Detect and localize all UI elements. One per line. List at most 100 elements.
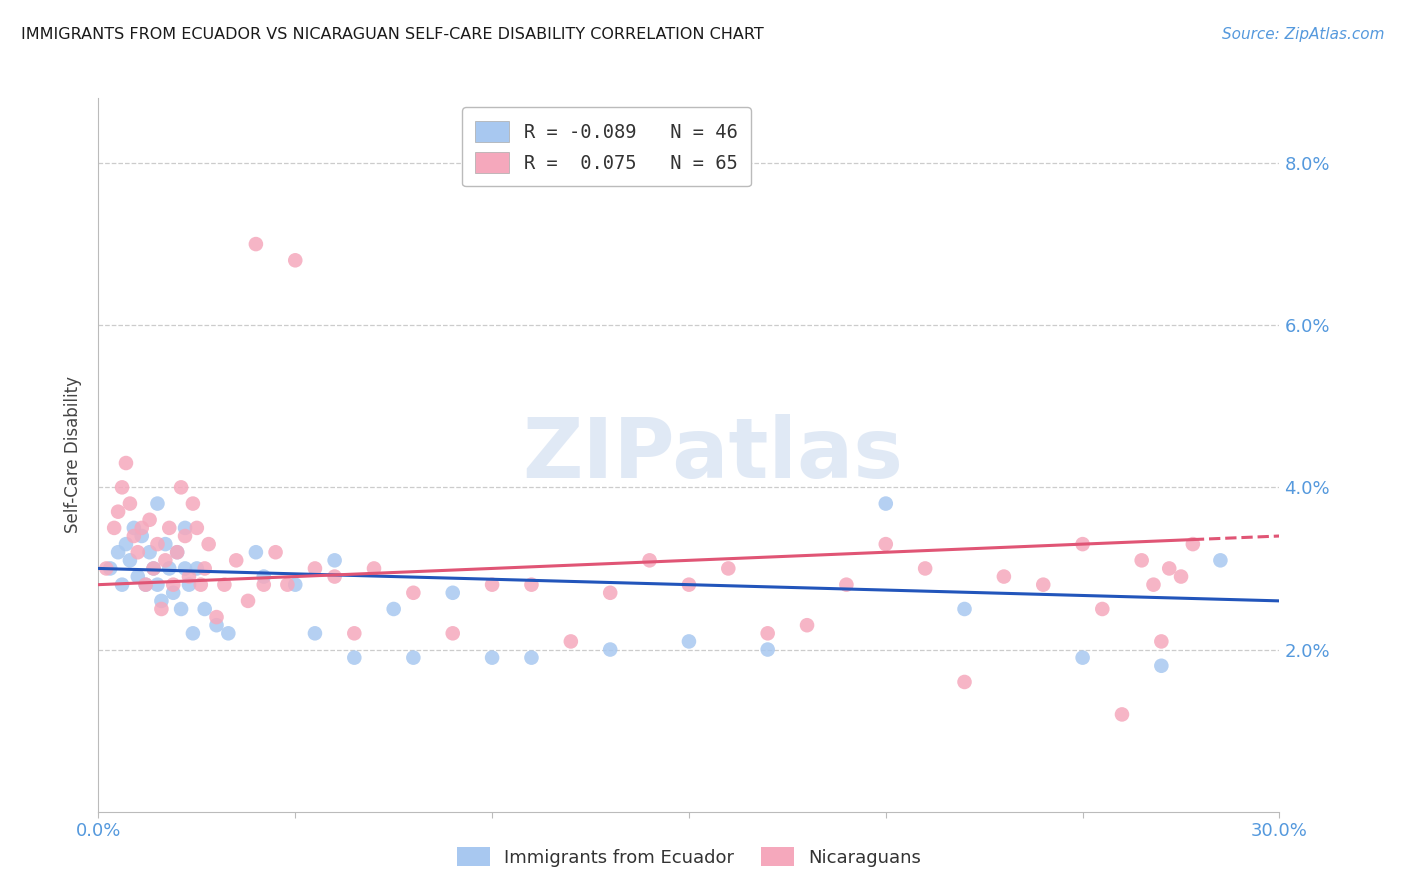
Point: [194, 561, 217, 575]
Point: [181, 626, 204, 640]
Point: [1150, 634, 1173, 648]
Point: [157, 521, 180, 535]
Point: [122, 529, 145, 543]
Point: [264, 545, 287, 559]
Point: [118, 553, 141, 567]
Point: [174, 521, 197, 535]
Point: [150, 594, 173, 608]
Point: [166, 545, 188, 559]
Point: [599, 642, 621, 657]
Point: [1130, 553, 1153, 567]
Point: [1209, 553, 1232, 567]
Point: [756, 626, 779, 640]
Point: [107, 505, 129, 519]
Point: [304, 561, 326, 575]
Point: [107, 545, 129, 559]
Point: [96, 561, 118, 575]
Point: [1091, 602, 1114, 616]
Point: [638, 553, 661, 567]
Point: [122, 521, 145, 535]
Point: [363, 561, 385, 575]
Point: [481, 577, 503, 591]
Point: [1111, 707, 1133, 722]
Point: [441, 586, 464, 600]
Text: ZIPatlas: ZIPatlas: [522, 415, 903, 495]
Point: [131, 529, 153, 543]
Point: [127, 569, 149, 583]
Legend: Immigrants from Ecuador, Nicaraguans: Immigrants from Ecuador, Nicaraguans: [450, 840, 928, 874]
Point: [953, 602, 976, 616]
Point: [111, 480, 134, 494]
Point: [245, 237, 267, 252]
Point: [177, 569, 200, 583]
Point: [599, 586, 621, 600]
Point: [174, 561, 197, 575]
Point: [142, 561, 165, 575]
Point: [520, 650, 543, 665]
Point: [142, 561, 165, 575]
Point: [402, 650, 425, 665]
Point: [155, 537, 177, 551]
Point: [323, 569, 346, 583]
Point: [115, 456, 138, 470]
Point: [284, 253, 307, 268]
Point: [253, 569, 276, 583]
Point: [323, 553, 346, 567]
Point: [382, 602, 405, 616]
Point: [135, 577, 157, 591]
Point: [914, 561, 936, 575]
Point: [678, 634, 700, 648]
Point: [115, 537, 138, 551]
Point: [157, 561, 180, 575]
Point: [118, 497, 141, 511]
Point: [146, 577, 169, 591]
Text: Source: ZipAtlas.com: Source: ZipAtlas.com: [1222, 27, 1385, 42]
Point: [181, 497, 204, 511]
Point: [170, 602, 193, 616]
Point: [190, 577, 212, 591]
Point: [214, 577, 236, 591]
Point: [717, 561, 740, 575]
Point: [186, 561, 208, 575]
Point: [138, 545, 160, 559]
Point: [481, 650, 503, 665]
Point: [174, 529, 197, 543]
Point: [276, 577, 298, 591]
Point: [402, 586, 425, 600]
Point: [150, 602, 173, 616]
Y-axis label: Self-Care Disability: Self-Care Disability: [65, 376, 83, 533]
Point: [170, 480, 193, 494]
Point: [162, 577, 184, 591]
Point: [194, 602, 217, 616]
Point: [993, 569, 1015, 583]
Point: [253, 577, 276, 591]
Point: [284, 577, 307, 591]
Point: [166, 545, 188, 559]
Point: [146, 537, 169, 551]
Text: IMMIGRANTS FROM ECUADOR VS NICARAGUAN SELF-CARE DISABILITY CORRELATION CHART: IMMIGRANTS FROM ECUADOR VS NICARAGUAN SE…: [21, 27, 763, 42]
Point: [796, 618, 818, 632]
Point: [1159, 561, 1181, 575]
Point: [138, 513, 160, 527]
Point: [835, 577, 858, 591]
Point: [225, 553, 247, 567]
Point: [131, 521, 153, 535]
Point: [1071, 650, 1094, 665]
Point: [678, 577, 700, 591]
Point: [1142, 577, 1164, 591]
Point: [127, 545, 149, 559]
Point: [875, 537, 897, 551]
Point: [197, 537, 219, 551]
Point: [520, 577, 543, 591]
Point: [217, 626, 239, 640]
Point: [162, 586, 184, 600]
Point: [756, 642, 779, 657]
Point: [1170, 569, 1192, 583]
Point: [98, 561, 121, 575]
Point: [441, 626, 464, 640]
Point: [1032, 577, 1054, 591]
Point: [205, 618, 228, 632]
Point: [343, 626, 366, 640]
Point: [560, 634, 582, 648]
Point: [236, 594, 259, 608]
